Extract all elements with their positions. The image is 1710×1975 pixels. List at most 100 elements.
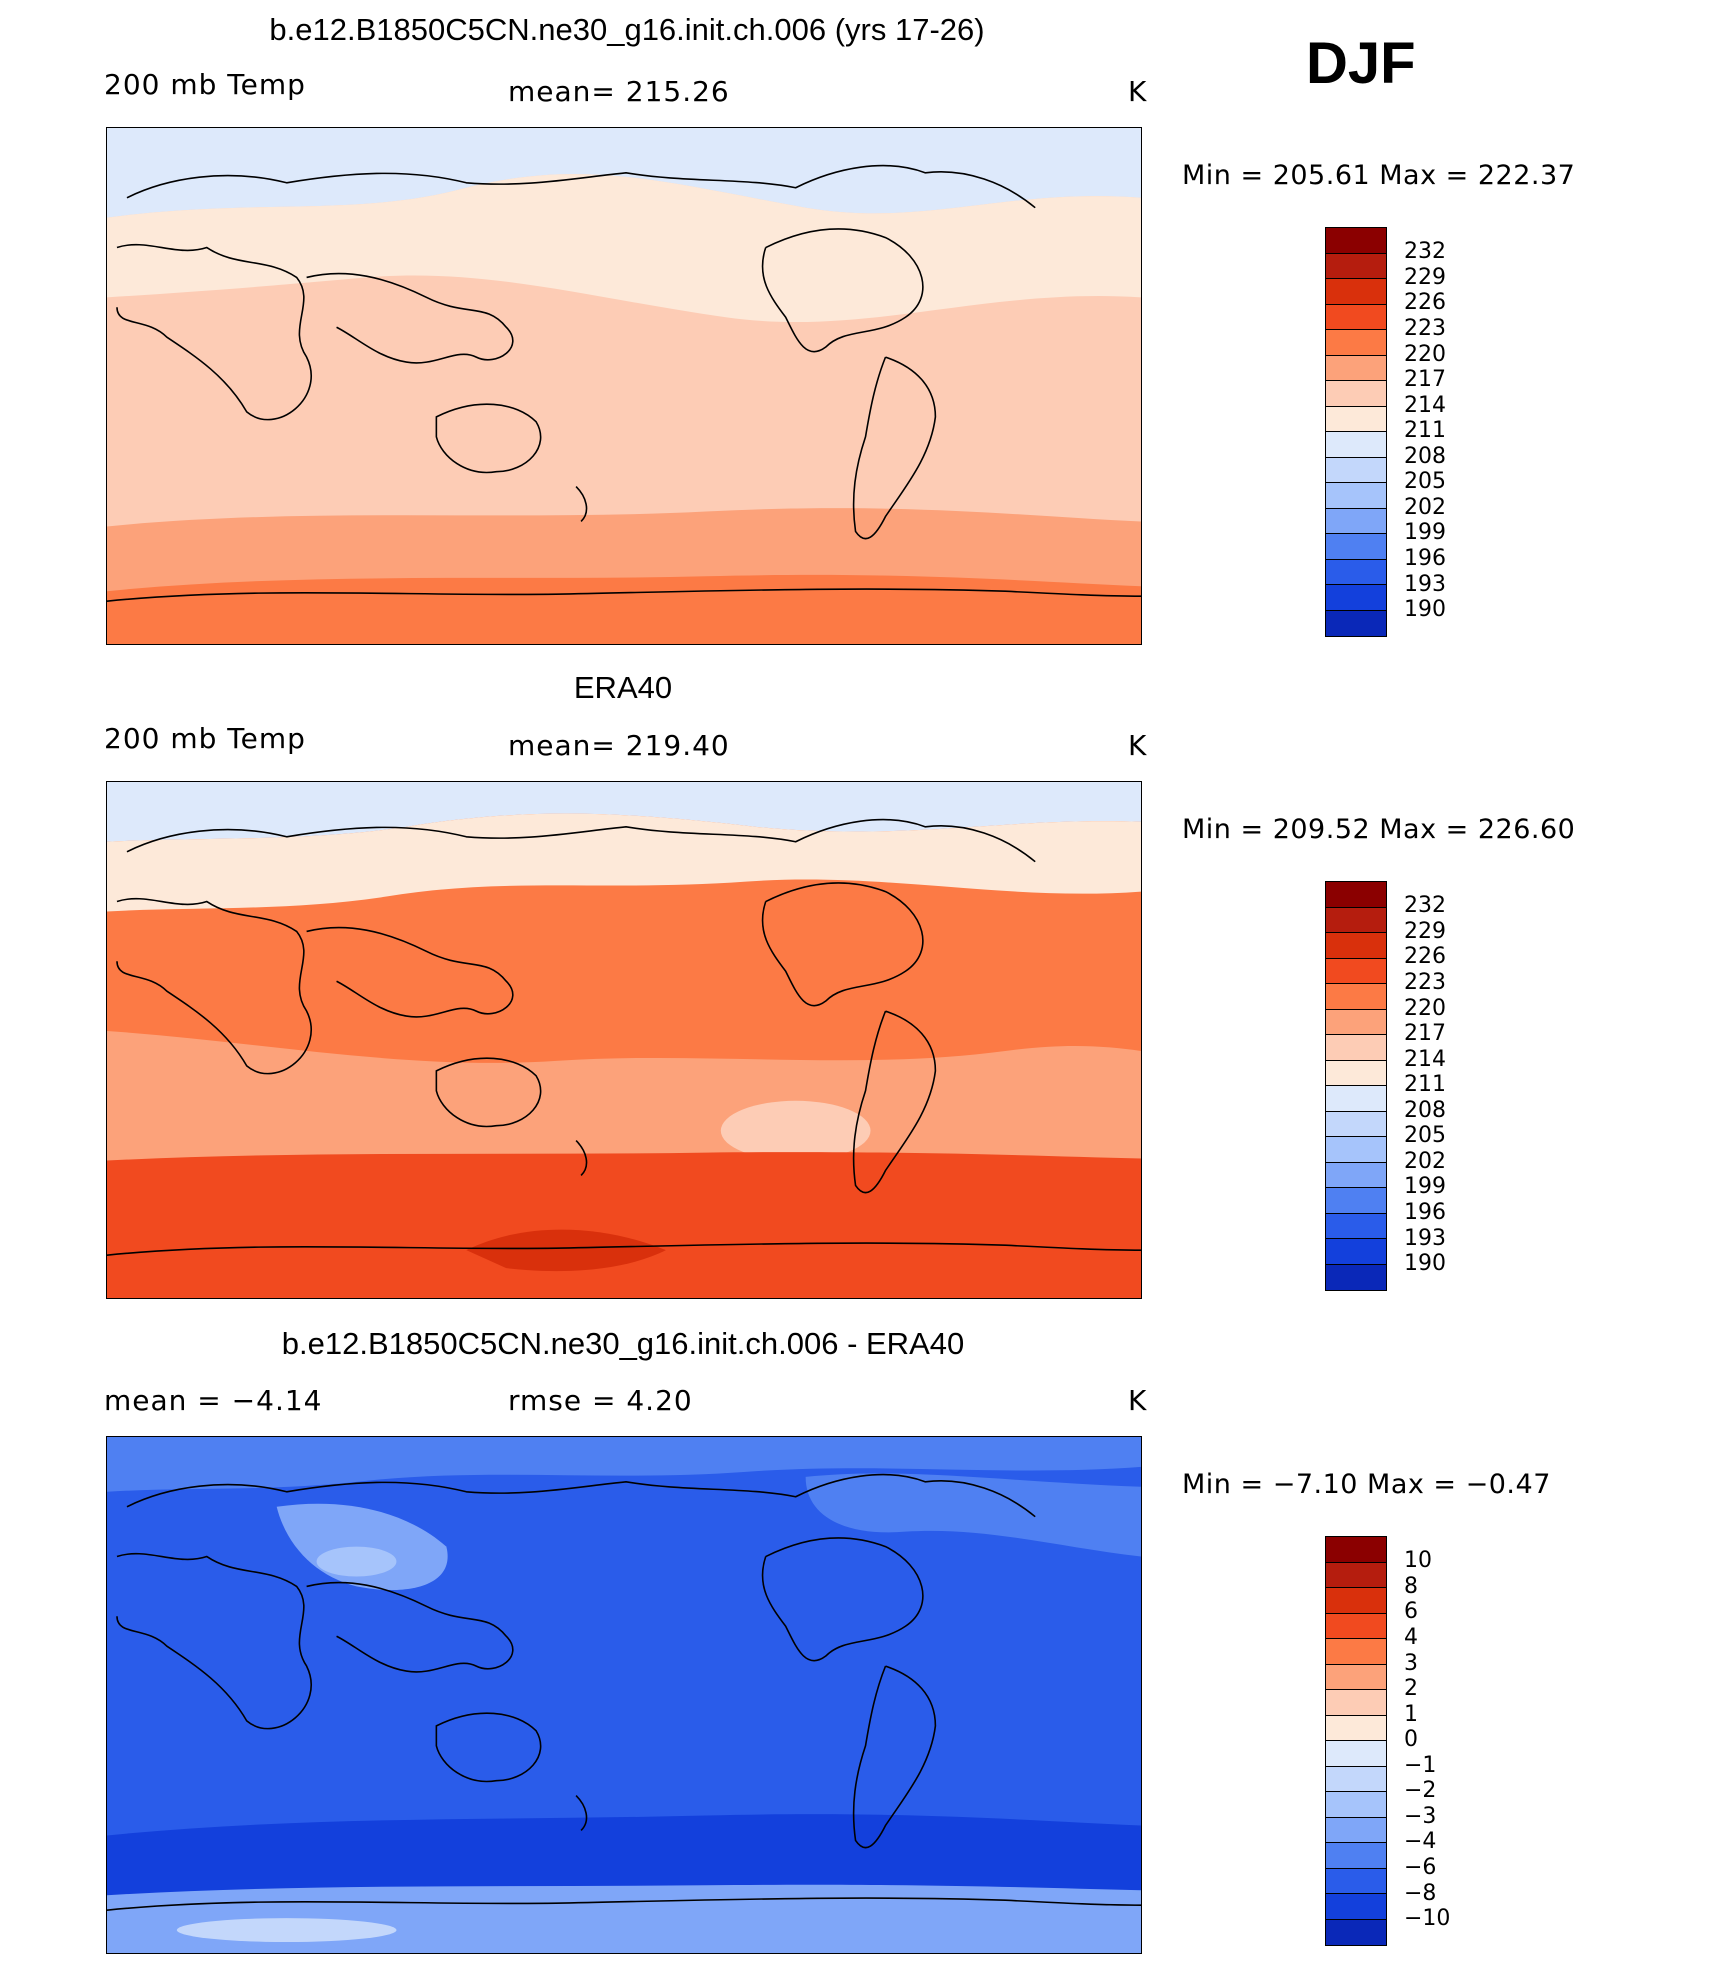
colorbar-2-tick: 202 — [1404, 1149, 1446, 1174]
colorbar-1-tick: 208 — [1404, 444, 1446, 469]
colorbar-3-tick: 8 — [1404, 1574, 1418, 1599]
colorbar-2-bin-10 — [1326, 1111, 1386, 1137]
colorbar-1-tick: 196 — [1404, 546, 1446, 571]
colorbar-1-bin-11 — [1326, 483, 1386, 509]
colorbar-1-bin-09 — [1326, 432, 1386, 458]
colorbar-2-tick: 190 — [1404, 1251, 1446, 1276]
colorbar-2-bin-12 — [1326, 1162, 1386, 1188]
colorbar-1-bin-10 — [1326, 457, 1386, 483]
colorbar-2-tick: 220 — [1404, 996, 1446, 1021]
colorbar-2-tick: 193 — [1404, 1226, 1446, 1251]
colorbar-2-bin-07 — [1326, 1035, 1386, 1061]
panel-2-colorbar — [1325, 881, 1387, 1291]
colorbar-1-tick: 226 — [1404, 290, 1446, 315]
colorbar-3-tick: 3 — [1404, 1651, 1418, 1676]
colorbar-2-bin-02 — [1326, 907, 1386, 933]
colorbar-1-tick: 211 — [1404, 418, 1446, 443]
panel-1-colorbar — [1325, 227, 1387, 637]
colorbar-1-tick: 199 — [1404, 520, 1446, 545]
colorbar-3-tick: −2 — [1404, 1778, 1437, 1803]
panel-1-mean-label: mean= 215.26 — [508, 75, 730, 108]
panel-2-minmax: Min = 209.52 Max = 226.60 — [1182, 814, 1576, 845]
colorbar-1-bin-04 — [1326, 304, 1386, 330]
colorbar-3-bin-14 — [1326, 1868, 1386, 1894]
colorbar-3-tick: 1 — [1404, 1702, 1418, 1727]
field-band-north — [107, 782, 1141, 842]
colorbar-2-tick: 232 — [1404, 893, 1446, 918]
colorbar-3-tick: −10 — [1404, 1906, 1451, 1931]
panel-1-map — [106, 127, 1142, 645]
colorbar-3-bin-16 — [1326, 1919, 1386, 1945]
colorbar-1-bin-15 — [1326, 585, 1386, 611]
colorbar-3-tick: 10 — [1404, 1548, 1432, 1573]
colorbar-1-tick: 220 — [1404, 342, 1446, 367]
colorbar-1-tick: 214 — [1404, 393, 1446, 418]
field-band-north — [107, 1437, 1141, 1492]
coastlines — [107, 1473, 1141, 1911]
colorbar-1-tick: 202 — [1404, 495, 1446, 520]
colorbar-1-bin-01 — [1326, 228, 1386, 254]
colorbar-3-bin-12 — [1326, 1817, 1386, 1843]
colorbar-1-bin-06 — [1326, 355, 1386, 381]
field-band-antarctic — [466, 1229, 666, 1272]
colorbar-2-bin-13 — [1326, 1188, 1386, 1214]
panel-2-title: ERA40 — [573, 670, 673, 705]
colorbar-2-tick: 205 — [1404, 1123, 1446, 1148]
colorbar-2-bin-03 — [1326, 933, 1386, 959]
colorbar-1-bin-12 — [1326, 508, 1386, 534]
colorbar-1-bin-03 — [1326, 279, 1386, 305]
colorbar-3-bin-11 — [1326, 1792, 1386, 1818]
panel-1-unit-label: K — [1128, 75, 1148, 108]
panel-3-contour-field — [107, 1437, 1141, 1953]
colorbar-2-bin-09 — [1326, 1086, 1386, 1112]
colorbar-3-tick: 2 — [1404, 1676, 1418, 1701]
colorbar-2-bin-04 — [1326, 958, 1386, 984]
field-band-light-south — [107, 1031, 1141, 1161]
colorbar-2-bin-01 — [1326, 882, 1386, 908]
field-band-mid — [107, 174, 1141, 323]
colorbar-3-tick: 0 — [1404, 1727, 1418, 1752]
colorbar-1-bin-07 — [1326, 381, 1386, 407]
field-band-antarctic — [107, 574, 1141, 644]
colorbar-3-tick: −1 — [1404, 1753, 1437, 1778]
colorbar-1-bin-05 — [1326, 330, 1386, 356]
colorbar-3-bin-13 — [1326, 1843, 1386, 1869]
colorbar-1-tick: 190 — [1404, 597, 1446, 622]
colorbar-3-bin-01 — [1326, 1537, 1386, 1563]
colorbar-2-bin-08 — [1326, 1060, 1386, 1086]
panel-3-unit-label: K — [1128, 1384, 1148, 1417]
colorbar-3-bin-15 — [1326, 1894, 1386, 1920]
colorbar-2-tick: 217 — [1404, 1021, 1446, 1046]
colorbar-1-tick: 229 — [1404, 265, 1446, 290]
colorbar-3-bin-05 — [1326, 1639, 1386, 1665]
panel-2-map — [106, 781, 1142, 1299]
colorbar-3-tick: 4 — [1404, 1625, 1418, 1650]
colorbar-2-bin-16 — [1326, 1264, 1386, 1290]
colorbar-1-tick: 217 — [1404, 367, 1446, 392]
colorbar-3-bin-10 — [1326, 1766, 1386, 1792]
colorbar-2-tick: 196 — [1404, 1200, 1446, 1225]
panel-3-map — [106, 1436, 1142, 1954]
colorbar-2-tick: 223 — [1404, 970, 1446, 995]
panel-3-mean-label: mean = −4.14 — [104, 1384, 323, 1417]
colorbar-1-tick: 193 — [1404, 572, 1446, 597]
field-patch-light — [316, 1546, 397, 1577]
colorbar-3-bin-02 — [1326, 1562, 1386, 1588]
field-band-south — [107, 1152, 1141, 1298]
colorbar-2-bin-15 — [1326, 1239, 1386, 1265]
colorbar-2-bin-05 — [1326, 984, 1386, 1010]
coastlines — [107, 818, 1141, 1256]
colorbar-1-bin-14 — [1326, 559, 1386, 585]
colorbar-1-bin-02 — [1326, 253, 1386, 279]
colorbar-3-bin-03 — [1326, 1588, 1386, 1614]
colorbar-2-tick: 214 — [1404, 1047, 1446, 1072]
colorbar-1-bin-13 — [1326, 534, 1386, 560]
colorbar-3-tick: −4 — [1404, 1829, 1437, 1854]
colorbar-3-tick: 6 — [1404, 1599, 1418, 1624]
colorbar-3-bin-06 — [1326, 1664, 1386, 1690]
panel-1-minmax: Min = 205.61 Max = 222.37 — [1182, 160, 1576, 191]
panel-1-title: b.e12.B1850C5CN.ne30_g16.init.ch.006 (yr… — [269, 12, 985, 47]
colorbar-2-tick: 208 — [1404, 1098, 1446, 1123]
colorbar-3-bin-04 — [1326, 1613, 1386, 1639]
colorbar-2-tick: 226 — [1404, 944, 1446, 969]
